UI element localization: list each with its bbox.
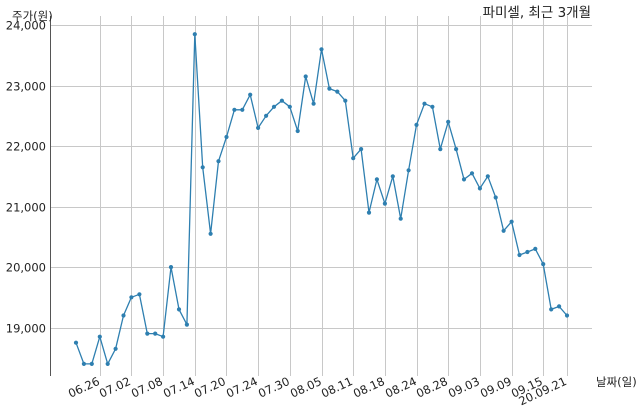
x-tick-labels: 06.2607.0207.0807.1407.2007.2407.3008.05… bbox=[66, 374, 569, 408]
data-point bbox=[382, 201, 387, 206]
chart-title: 파미셀, 최근 3개월 bbox=[483, 5, 591, 21]
data-point bbox=[398, 216, 403, 221]
data-point bbox=[271, 104, 277, 109]
data-point bbox=[477, 186, 482, 191]
y-tick-labels: 19,000 20,000 21,000 22,000 23,000 24,000 bbox=[6, 19, 46, 336]
data-point bbox=[493, 195, 498, 200]
data-point bbox=[113, 346, 118, 351]
price-line bbox=[75, 33, 568, 365]
data-point bbox=[129, 295, 134, 300]
data-point bbox=[533, 246, 538, 251]
data-point bbox=[121, 313, 126, 318]
data-point bbox=[153, 331, 158, 336]
data-point bbox=[224, 134, 229, 140]
grid-layer bbox=[51, 16, 592, 376]
data-point bbox=[564, 313, 570, 318]
data-point bbox=[327, 86, 332, 91]
x-tick-label: 08.11 bbox=[319, 374, 355, 401]
data-point bbox=[469, 171, 475, 176]
data-point bbox=[264, 113, 269, 118]
data-point bbox=[97, 334, 102, 339]
y-tick-label: 21,000 bbox=[6, 201, 46, 215]
data-point bbox=[359, 147, 364, 152]
data-point bbox=[335, 89, 340, 94]
data-point bbox=[240, 107, 245, 112]
data-point bbox=[137, 292, 142, 297]
x-tick-label: 07.30 bbox=[256, 374, 292, 401]
y-axis-label: 주가(원) bbox=[12, 9, 53, 23]
data-point bbox=[200, 165, 205, 170]
data-point bbox=[89, 361, 94, 366]
data-point bbox=[557, 304, 562, 309]
data-point bbox=[461, 177, 467, 182]
data-point bbox=[295, 128, 300, 134]
data-point bbox=[454, 147, 459, 152]
x-tick-label: 09.03 bbox=[446, 374, 482, 401]
data-point bbox=[192, 32, 197, 37]
data-point bbox=[485, 174, 490, 179]
data-point bbox=[406, 168, 411, 173]
y-tick-label: 19,000 bbox=[6, 322, 46, 336]
data-point bbox=[366, 210, 372, 215]
y-tick-label: 22,000 bbox=[6, 140, 46, 154]
data-point bbox=[414, 122, 419, 127]
data-point bbox=[279, 98, 284, 103]
data-point bbox=[430, 104, 435, 109]
data-point bbox=[145, 331, 150, 336]
data-point bbox=[248, 92, 253, 97]
data-point bbox=[81, 361, 86, 366]
data-point bbox=[168, 265, 174, 270]
x-tick-label: 07.08 bbox=[129, 374, 165, 401]
series-layer bbox=[73, 32, 570, 366]
data-point bbox=[509, 219, 514, 224]
data-point bbox=[176, 307, 182, 312]
y-tick-label: 24,000 bbox=[6, 19, 46, 33]
data-point bbox=[390, 174, 395, 179]
y-tick-label: 20,000 bbox=[6, 261, 46, 275]
data-point bbox=[232, 107, 237, 112]
data-point bbox=[438, 147, 443, 152]
x-tick-label: 07.02 bbox=[97, 374, 133, 401]
x-axis-label: 날짜(일) bbox=[596, 375, 637, 389]
data-point bbox=[501, 228, 506, 233]
data-point bbox=[287, 104, 292, 109]
data-point bbox=[105, 361, 110, 366]
x-tick-label: 20.09.21 bbox=[516, 374, 568, 408]
data-point bbox=[517, 252, 522, 258]
data-point bbox=[374, 177, 379, 182]
data-point bbox=[216, 159, 221, 164]
x-tick-label: 07.20 bbox=[192, 374, 228, 401]
data-point bbox=[184, 322, 189, 327]
data-point bbox=[161, 334, 166, 339]
data-point bbox=[73, 340, 79, 345]
data-point bbox=[303, 74, 308, 79]
data-point bbox=[549, 307, 554, 312]
data-point bbox=[541, 262, 546, 267]
data-point bbox=[311, 101, 316, 106]
data-point bbox=[525, 249, 530, 255]
data-point bbox=[208, 231, 213, 236]
data-point bbox=[446, 119, 451, 124]
x-tick-label: 07.24 bbox=[224, 374, 260, 401]
data-point bbox=[422, 101, 427, 106]
y-tick-label: 23,000 bbox=[6, 80, 46, 94]
data-point bbox=[343, 98, 348, 103]
data-point bbox=[319, 47, 324, 52]
data-point bbox=[351, 156, 356, 161]
x-tick-label: 08.18 bbox=[351, 374, 387, 401]
data-point bbox=[256, 125, 261, 130]
x-tick-label: 08.28 bbox=[414, 374, 450, 401]
